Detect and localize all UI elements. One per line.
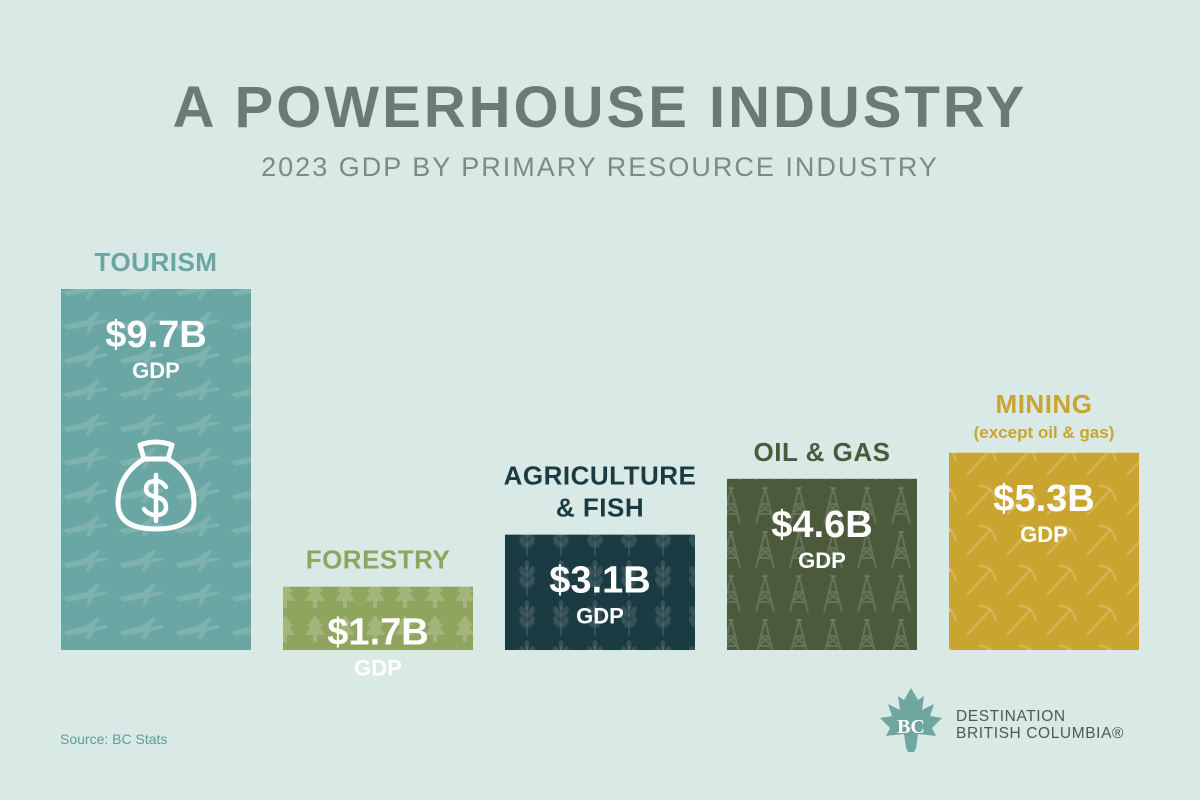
- logo-wordmark: DESTINATION BRITISH COLUMBIA®: [956, 708, 1124, 742]
- maple-leaf-icon: BC: [880, 688, 942, 752]
- unit-label-agriculture: GDP: [576, 604, 624, 629]
- bar-pattern-forestry: [283, 586, 473, 650]
- category-label-forestry: FORESTRY: [306, 545, 451, 575]
- logo-line-2: BRITISH COLUMBIA®: [956, 725, 1125, 742]
- source-note: Source: BC Stats: [60, 731, 168, 747]
- value-label-agriculture: $3.1B: [549, 560, 650, 602]
- destination-bc-logo: BC DESTINATION BRITISH COLUMBIA®: [878, 686, 1178, 756]
- category-label-line2-agriculture: & FISH: [556, 493, 644, 523]
- value-label-tourism: $9.7B: [105, 314, 206, 356]
- dollar-sign-icon: [141, 472, 169, 524]
- value-label-oil-gas: $4.6B: [771, 504, 872, 546]
- value-label-forestry: $1.7B: [327, 612, 428, 654]
- category-label-oil-gas: OIL & GAS: [754, 437, 891, 467]
- logo-mark-text: BC: [897, 716, 925, 738]
- category-sublabel-mining: (except oil & gas): [974, 423, 1115, 442]
- unit-label-tourism: GDP: [132, 358, 180, 383]
- bar-pattern-agriculture: [505, 534, 695, 650]
- unit-label-forestry: GDP: [354, 656, 402, 681]
- money-bag-outline: [115, 439, 197, 532]
- value-label-mining: $5.3B: [993, 478, 1094, 520]
- bar-pattern-mining: [949, 452, 1139, 650]
- category-label-tourism: TOURISM: [95, 247, 218, 277]
- bar-pattern-oil-gas: [727, 478, 917, 650]
- unit-label-mining: GDP: [1020, 522, 1068, 547]
- page-subtitle: 2023 GDP BY PRIMARY RESOURCE INDUSTRY: [261, 152, 939, 182]
- logo-line-1: DESTINATION: [956, 708, 1066, 725]
- page-title: A POWERHOUSE INDUSTRY: [172, 75, 1028, 140]
- category-label-agriculture: AGRICULTURE: [504, 461, 697, 491]
- unit-label-oil-gas: GDP: [798, 548, 846, 573]
- money-bag-icon: [115, 439, 197, 532]
- category-label-mining: MINING: [996, 389, 1093, 419]
- bar-pattern-tourism: [61, 289, 251, 650]
